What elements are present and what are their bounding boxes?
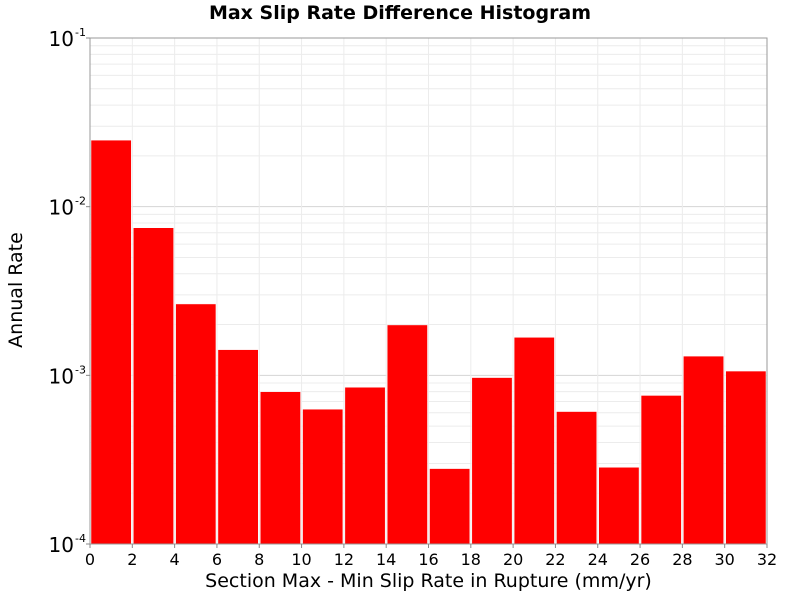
- x-tick-label: 22: [545, 550, 565, 569]
- x-tick-label: 10: [291, 550, 311, 569]
- histogram-bar: [683, 355, 724, 545]
- histogram-bar: [175, 303, 217, 545]
- histogram-bar: [217, 349, 259, 545]
- x-axis-ticks: 0 2 4 6 8 10 12 14 16 18 20 22 24 26 28 30 32: [85, 544, 777, 569]
- y-tick-exponent: -4: [75, 532, 86, 545]
- histogram-bar: [90, 139, 132, 545]
- histogram-bar: [386, 324, 428, 545]
- y-tick-exponent: -1: [75, 26, 86, 39]
- x-tick-label: 4: [170, 550, 180, 569]
- x-tick-label: 8: [254, 550, 264, 569]
- x-tick-label: 6: [212, 550, 222, 569]
- y-axis-title: Annual Rate: [5, 232, 27, 348]
- y-tick-label: 10: [49, 27, 74, 51]
- histogram-bar: [640, 395, 682, 545]
- histogram-bar: [513, 337, 555, 545]
- histogram-bar: [725, 370, 767, 545]
- x-tick-label: 26: [630, 550, 650, 569]
- x-tick-label: 2: [127, 550, 137, 569]
- chart-title: Max Slip Rate Difference Histogram: [208, 2, 592, 24]
- histogram-bar: [133, 227, 174, 545]
- x-tick-label: 24: [588, 550, 608, 569]
- x-tick-label: 0: [85, 550, 95, 569]
- y-tick-exponent: -2: [75, 195, 86, 208]
- x-tick-label: 28: [672, 550, 692, 569]
- histogram-bar: [556, 411, 597, 545]
- histogram-bar: [429, 468, 471, 545]
- y-tick-label: 10: [49, 196, 74, 220]
- y-tick-label: 10: [49, 533, 74, 557]
- bars: [90, 139, 767, 545]
- x-tick-label: 18: [461, 550, 481, 569]
- x-tick-label: 30: [715, 550, 735, 569]
- histogram-bar: [260, 391, 301, 545]
- x-tick-label: 20: [503, 550, 523, 569]
- y-tick-label: 10: [49, 364, 74, 388]
- histogram-bar: [302, 408, 344, 545]
- x-tick-label: 14: [376, 550, 396, 569]
- y-axis-ticks: 10-410-310-210-1: [49, 26, 90, 557]
- histogram-bar: [471, 377, 513, 545]
- histogram-bar: [598, 467, 640, 545]
- x-tick-label: 16: [418, 550, 438, 569]
- x-tick-label: 32: [757, 550, 777, 569]
- x-axis-title: Section Max - Min Slip Rate in Rupture (…: [205, 570, 652, 592]
- y-tick-exponent: -3: [75, 363, 86, 376]
- histogram-bar: [344, 386, 386, 545]
- x-tick-label: 12: [334, 550, 354, 569]
